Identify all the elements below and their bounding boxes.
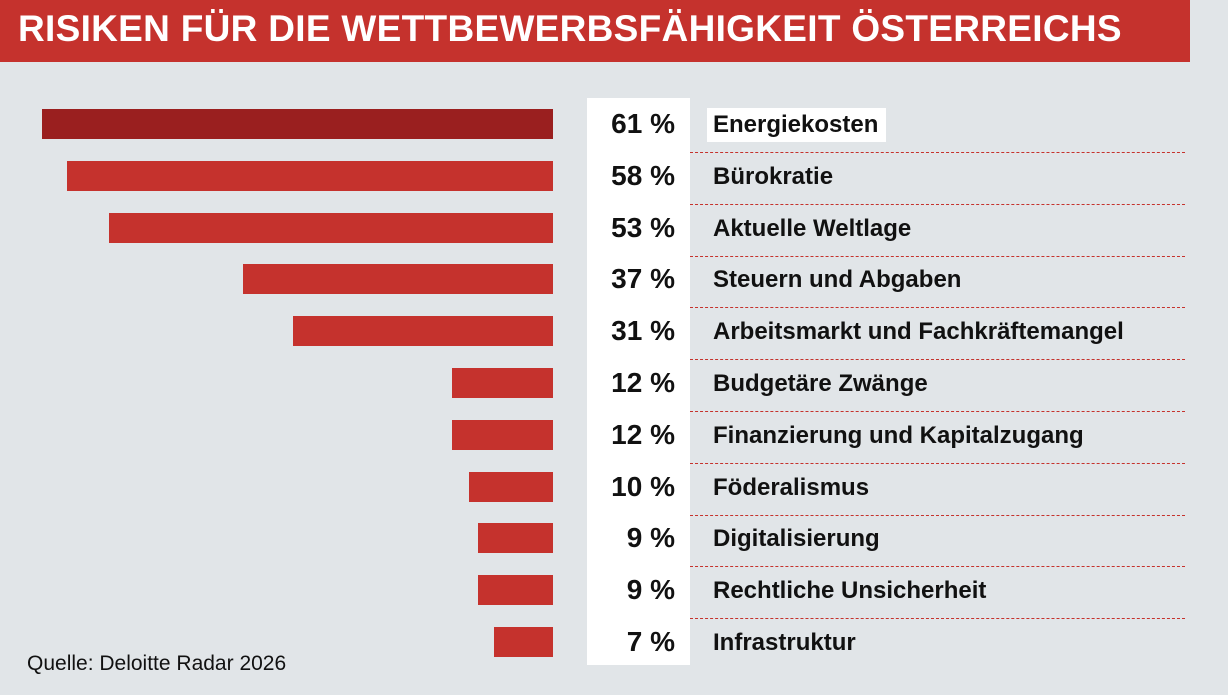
bar-8: [469, 471, 553, 502]
row-separator: [690, 203, 1185, 205]
category-label: Föderalismus: [713, 473, 870, 501]
row-separator: [690, 307, 1185, 309]
bar-9: [477, 523, 553, 554]
category-label: Finanzierung und Kapitalzugang: [713, 421, 1084, 449]
value-label: 58 %: [611, 159, 675, 191]
value-label: 31 %: [611, 315, 675, 347]
value-label: 7 %: [626, 626, 675, 657]
bar-10: [477, 575, 553, 606]
row-separator: [690, 152, 1185, 153]
row-separator: [690, 566, 1185, 568]
category-label: Rechtliche Unsicherheit: [713, 577, 987, 605]
value-label: 37 %: [611, 263, 675, 295]
bar-6: [452, 368, 553, 398]
source-note: Quelle: Deloitte Radar 2026: [27, 652, 287, 675]
row-separator: [690, 359, 1185, 361]
category-label: Arbeitsmarkt und Fachkräftemangel: [713, 318, 1124, 346]
value-label: 12 %: [611, 367, 675, 398]
value-label: 61 %: [611, 108, 675, 139]
chart-title: RISIKEN FÜR DIE WETTBEWERBSFÄHIGKEIT ÖST…: [18, 8, 1122, 49]
bar-3: [109, 212, 553, 243]
bar-5: [293, 316, 553, 347]
row-separator: [690, 618, 1185, 620]
bar-11: [494, 627, 553, 657]
category-label: Budgetäre Zwänge: [713, 370, 928, 397]
value-label: 53 %: [611, 211, 675, 243]
bar-1: [42, 109, 553, 139]
category-label: Digitalisierung: [713, 525, 880, 553]
value-label: 9 %: [626, 574, 675, 606]
bar-2: [67, 160, 553, 191]
category-label: Infrastruktur: [713, 629, 856, 656]
category-label: Energiekosten: [707, 108, 887, 142]
category-label: Steuern und Abgaben: [713, 266, 962, 294]
row-separator: [690, 411, 1185, 412]
category-label: Aktuelle Weltlage: [713, 214, 912, 242]
bar-4: [243, 264, 553, 295]
value-label: 9 %: [626, 522, 675, 554]
row-separator: [690, 255, 1185, 257]
value-label: 12 %: [611, 418, 675, 450]
bar-7: [452, 419, 553, 450]
category-label: Bürokratie: [713, 162, 834, 190]
title-bar: RISIKEN FÜR DIE WETTBEWERBSFÄHIGKEIT ÖST…: [0, 0, 1190, 62]
row-separator: [690, 514, 1185, 516]
value-column-background: [587, 98, 690, 665]
row-separator: [690, 462, 1185, 464]
value-label: 10 %: [611, 470, 675, 502]
